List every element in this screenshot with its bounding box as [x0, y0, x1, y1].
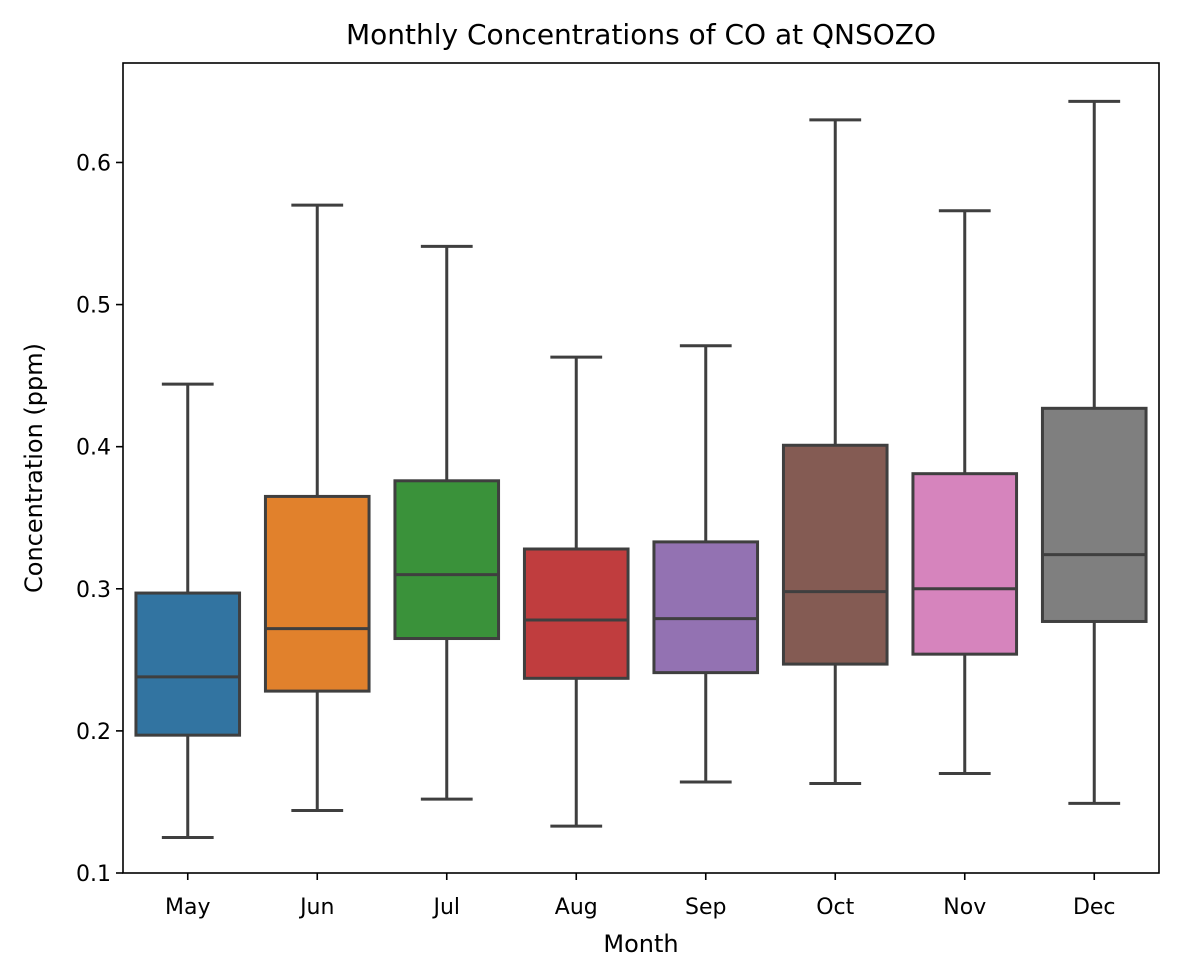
box-jul [393, 479, 501, 641]
box-oct [781, 443, 889, 666]
box-may [134, 591, 242, 737]
box-sep [652, 540, 760, 675]
x-tick-label-sep: Sep [685, 895, 726, 920]
x-tick-label-dec: Dec [1073, 895, 1116, 920]
y-tick-label: 0.2 [76, 720, 111, 745]
box-aug [522, 547, 630, 680]
x-axis-label: Month [603, 930, 678, 958]
y-tick-label: 0.5 [76, 294, 111, 319]
y-tick-label: 0.6 [76, 151, 111, 176]
x-tick-label-aug: Aug [555, 895, 598, 920]
box-dec [1040, 406, 1148, 623]
x-tick-label-may: May [165, 895, 210, 920]
y-axis-label: Concentration (ppm) [20, 343, 48, 593]
plot-area: May Jun Jul Aug Sep Oct Nov Dec 0.1 0.2 0.3 0.4 0.5 0… [76, 62, 1160, 920]
y-tick-label: 0.4 [76, 436, 111, 461]
y-tick-label: 0.1 [76, 862, 111, 887]
x-tick-label-nov: Nov [943, 895, 986, 920]
x-tick-label-oct: Oct [816, 895, 854, 920]
box-nov [911, 472, 1019, 656]
x-tick-label-jun: Jun [298, 895, 334, 920]
box-jun [263, 494, 371, 693]
chart-title: Monthly Concentrations of CO at QNSOZO [346, 18, 936, 51]
plot-frame [122, 62, 1160, 874]
y-tick-label: 0.3 [76, 578, 111, 603]
x-tick-label-jul: Jul [431, 895, 460, 920]
